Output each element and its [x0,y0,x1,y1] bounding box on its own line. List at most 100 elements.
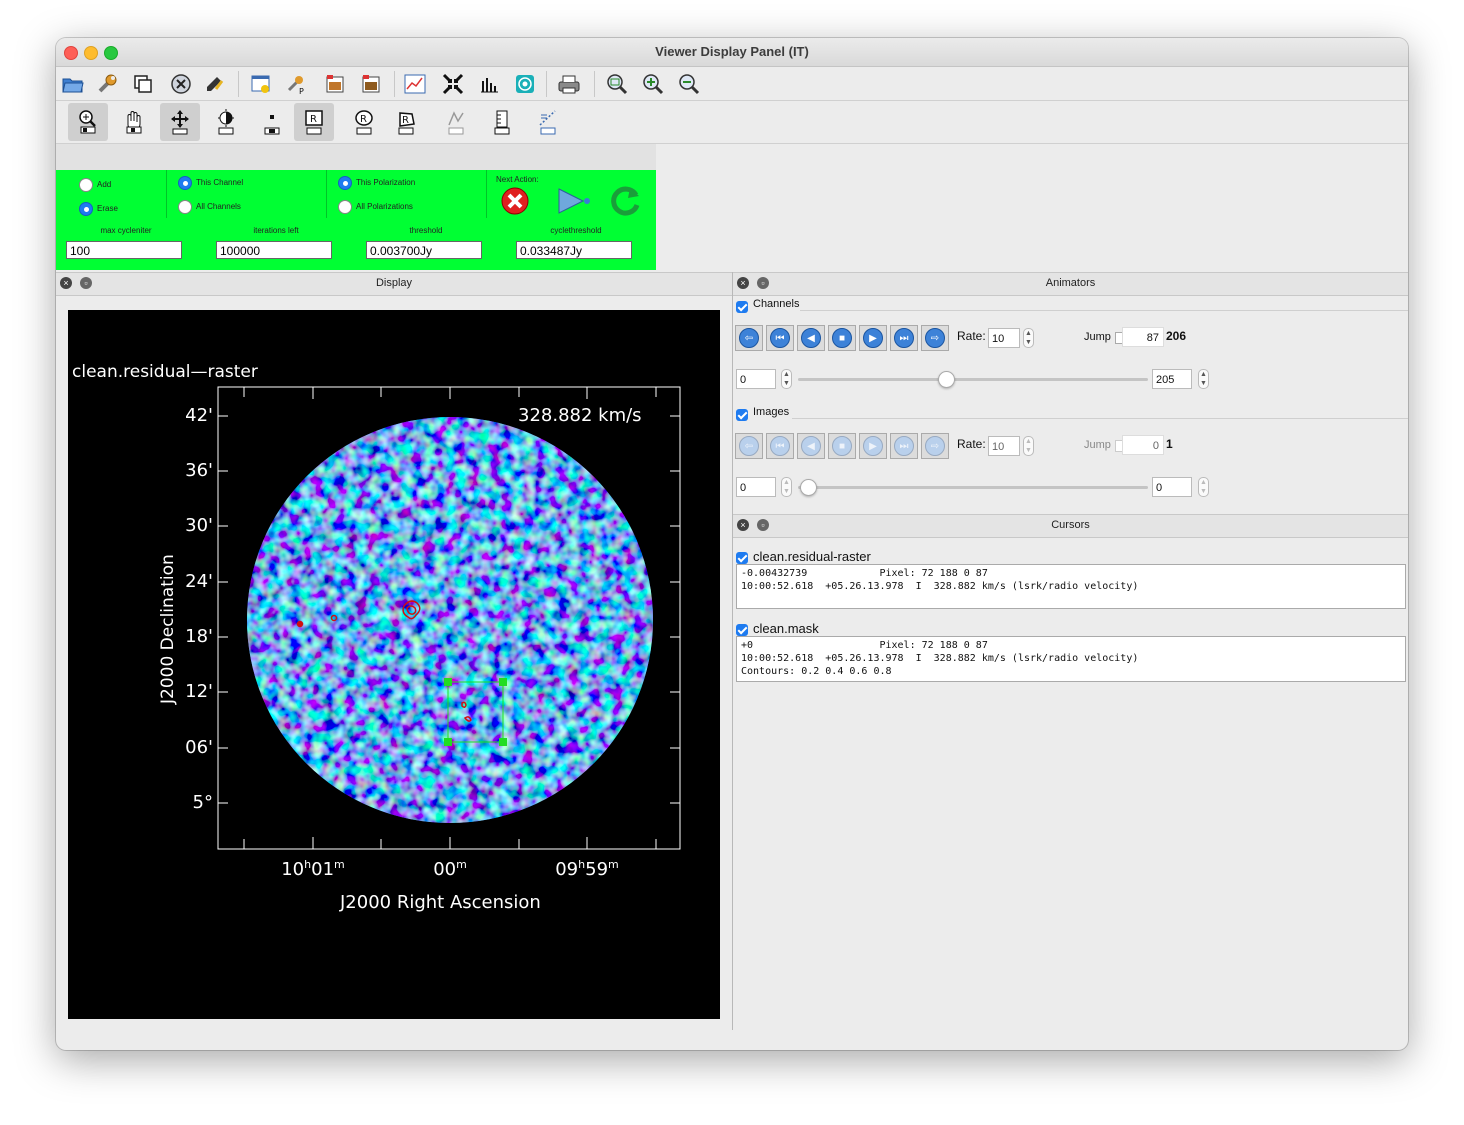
images-end-input[interactable]: 0 [1152,477,1192,497]
this-channel-radio[interactable] [178,176,192,190]
bar-chart-icon[interactable] [476,71,502,97]
step-back-icon: ◀ [801,436,821,456]
channels-end-input[interactable]: 205 [1152,369,1192,389]
channels-last-frame-icon[interactable]: ⏭ [890,325,918,351]
point-tool-icon[interactable] [252,103,292,141]
images-step-back-icon[interactable]: ◀ [797,433,825,459]
dock-splitter[interactable] [732,272,733,1030]
pan-tool-icon[interactable] [114,103,154,141]
zoom-fit-icon[interactable] [604,71,630,97]
save-image-icon[interactable] [322,71,348,97]
close-circle-icon[interactable] [168,71,194,97]
dock-close-icon[interactable]: × [737,277,749,289]
rect-region-icon[interactable]: R [294,103,334,141]
erase-radio[interactable] [79,202,93,216]
stop-clean-button[interactable] [501,187,529,215]
refresh-icon[interactable] [610,185,642,217]
shrink-icon[interactable] [440,71,466,97]
display-canvas[interactable]: clean.residual—raster 328.882 km/s J2000… [68,310,720,1019]
images-end-stepper[interactable]: ▲ ▼ [1198,477,1209,497]
channel-scope-group: This Channel All Channels [167,170,327,218]
print-image-icon[interactable] [358,71,384,97]
this-polarization-radio[interactable] [338,176,352,190]
all-polarizations-radio[interactable] [338,200,352,214]
minimize-window-button[interactable] [84,46,98,60]
forward-icon: ⇨ [925,328,945,348]
display-dock-title: Display [375,277,413,289]
last-frame-icon: ⏭ [894,328,914,348]
continue-clean-button[interactable] [557,187,593,215]
images-start-stepper[interactable]: ▲ ▼ [781,477,792,497]
copy-icon[interactable] [130,71,156,97]
images-checkbox[interactable] [736,409,748,421]
channels-step-back-icon[interactable]: ◀ [797,325,825,351]
viewer-window: Viewer Display Panel (IT) P [56,38,1408,1050]
channels-slider-knob[interactable] [938,371,955,388]
images-rate-label: Rate: [957,437,986,451]
channels-jump-input[interactable]: 87 [1122,327,1164,347]
channels-checkbox[interactable] [736,301,748,313]
channels-play-icon[interactable]: ▶ [859,325,887,351]
target-icon[interactable] [512,71,538,97]
images-forward-icon[interactable]: ⇨ [921,433,949,459]
positionvelocity-icon[interactable] [528,103,568,141]
channels-rate-stepper[interactable]: ▲ ▼ [1023,328,1034,348]
panel-options-icon[interactable]: P [284,71,310,97]
images-rewind-icon[interactable]: ⇦ [735,433,763,459]
channels-forward-icon[interactable]: ⇨ [921,325,949,351]
new-panel-icon[interactable] [248,71,274,97]
zoom-window-button[interactable] [104,46,118,60]
images-rate-input[interactable]: 10 [988,436,1020,456]
channels-start-input[interactable]: 0 [736,369,776,389]
iterations-left-input[interactable]: 100000 [216,241,332,259]
hand-edit-icon[interactable] [202,71,228,97]
images-slider-track[interactable] [798,486,1148,489]
zoom-in-icon[interactable] [640,71,666,97]
cursor-mask-checkbox[interactable] [736,624,748,636]
contrast-tool-icon[interactable] [206,103,246,141]
images-last-frame-icon[interactable]: ⏭ [890,433,918,459]
threshold-input[interactable]: 0.003700Jy [366,241,482,259]
polyline-icon[interactable] [436,103,476,141]
images-play-icon[interactable]: ▶ [859,433,887,459]
images-slider-knob[interactable] [800,479,817,496]
channels-rewind-icon[interactable]: ⇦ [735,325,763,351]
all-channels-radio[interactable] [178,200,192,214]
animators-dock-header: × ▫ Animators [733,272,1408,296]
channels-slider-track[interactable] [798,378,1148,381]
dock-float-icon[interactable]: ▫ [757,277,769,289]
images-rate-stepper[interactable]: ▲ ▼ [1023,436,1034,456]
mask-region[interactable] [444,678,507,746]
histogram-line-icon[interactable] [402,71,428,97]
zoom-out-icon[interactable] [676,71,702,97]
ruler-icon[interactable] [482,103,522,141]
open-folder-icon[interactable] [60,71,86,97]
add-radio[interactable] [79,178,93,192]
dock-float-icon[interactable]: ▫ [80,277,92,289]
channels-start-stepper[interactable]: ▲ ▼ [781,369,792,389]
y-tick-label: 12' [185,681,213,702]
max-cycleniter-input[interactable]: 100 [66,241,182,259]
dock-float-icon[interactable]: ▫ [757,519,769,531]
images-start-input[interactable]: 0 [736,477,776,497]
first-frame-icon: ⏮ [770,436,790,456]
close-window-button[interactable] [64,46,78,60]
ellipse-region-icon[interactable]: R [344,103,384,141]
channels-rate-input[interactable]: 10 [988,328,1020,348]
move-tool-icon[interactable] [160,103,200,141]
cyclethreshold-input[interactable]: 0.033487Jy [516,241,632,259]
printer-icon[interactable] [556,71,582,97]
images-first-frame-icon[interactable]: ⏮ [766,433,794,459]
y-tick-label: 30' [185,515,213,536]
channels-first-frame-icon[interactable]: ⏮ [766,325,794,351]
images-stop-icon[interactable]: ■ [828,433,856,459]
dock-close-icon[interactable]: × [737,519,749,531]
zoom-tool-icon[interactable] [68,103,108,141]
dock-close-icon[interactable]: × [60,277,72,289]
images-jump-input[interactable]: 0 [1122,435,1164,455]
wrench-icon[interactable] [94,71,120,97]
channels-end-stepper[interactable]: ▲ ▼ [1198,369,1209,389]
channels-stop-icon[interactable]: ■ [828,325,856,351]
polygon-region-icon[interactable]: R [386,103,426,141]
cursor-raster-checkbox[interactable] [736,552,748,564]
